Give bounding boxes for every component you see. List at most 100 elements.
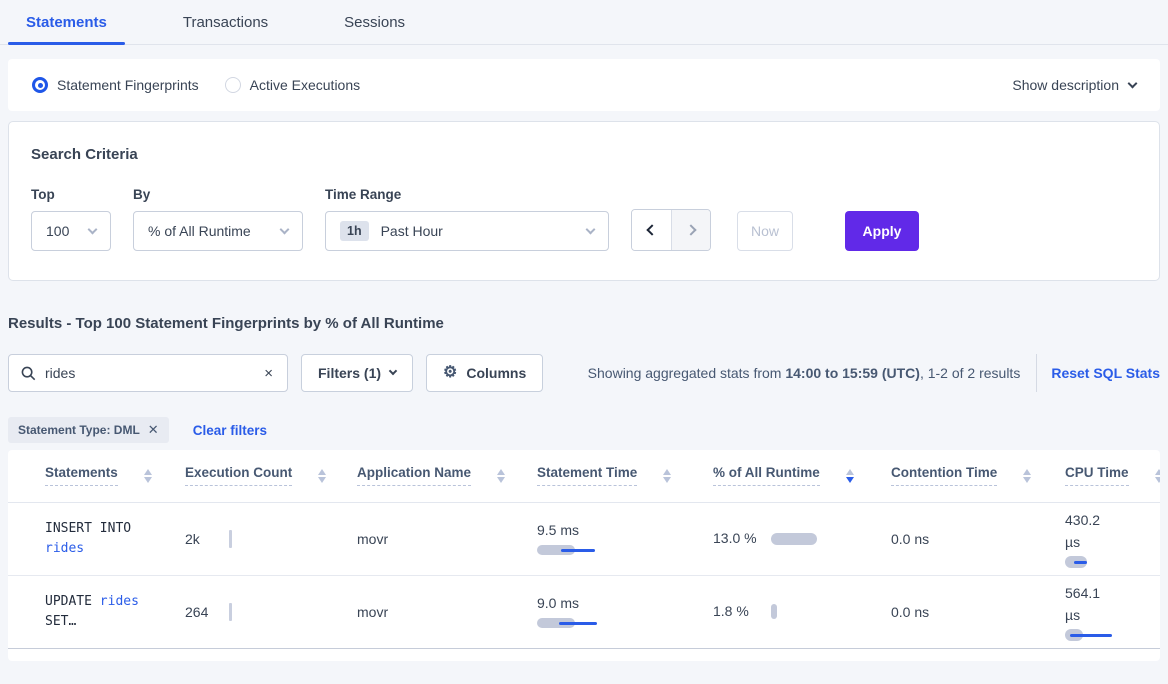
chevron-down-icon	[388, 366, 398, 376]
cpu-time-cell: 564.1 µs	[1065, 575, 1160, 649]
table-row: UPDATE rides SET… 264 movr 9.0 ms 1.8 % …	[8, 575, 1160, 649]
sort-icon	[497, 468, 506, 483]
execution-count-cell: 2k	[185, 529, 357, 548]
chevron-down-icon	[585, 224, 596, 234]
results-table-card: Statements Execution Count Application N…	[8, 450, 1160, 661]
reset-sql-stats-link[interactable]: Reset SQL Stats	[1051, 365, 1160, 381]
statements-table: Statements Execution Count Application N…	[8, 450, 1160, 649]
results-heading: Results - Top 100 Statement Fingerprints…	[8, 315, 444, 332]
filters-button[interactable]: Filters (1)	[301, 354, 414, 392]
columns-button[interactable]: ⚙ Columns	[426, 354, 544, 392]
show-description-label: Show description	[1012, 77, 1119, 93]
cpu-time-bar	[1065, 629, 1112, 641]
application-name-cell: movr	[357, 502, 537, 576]
col-header-cpu-time[interactable]: CPU Time	[1065, 465, 1160, 487]
search-input[interactable]	[45, 365, 263, 381]
table-row: INSERT INTO rides 2k movr 9.5 ms 13.0 % …	[8, 502, 1160, 576]
time-range-select[interactable]: 1h Past Hour	[325, 211, 609, 251]
clear-search-icon[interactable]: ×	[264, 364, 273, 382]
statement-time-bar	[537, 545, 595, 555]
count-bar	[229, 529, 232, 548]
col-header-pct-all-runtime[interactable]: % of All Runtime	[713, 465, 891, 487]
sort-desc-icon	[845, 468, 854, 483]
pct-runtime-cell: 1.8 %	[713, 575, 891, 649]
col-header-application-name[interactable]: Application Name	[357, 465, 537, 487]
by-label: By	[133, 187, 151, 202]
divider	[1036, 354, 1038, 392]
now-button[interactable]: Now	[737, 211, 793, 251]
tab-sessions[interactable]: Sessions	[344, 14, 406, 31]
showing-stats-text: Showing aggregated stats from 14:00 to 1…	[587, 365, 1021, 381]
time-range-label: Time Range	[325, 187, 402, 202]
statement-link[interactable]: rides	[99, 593, 139, 609]
contention-time-cell: 0.0 ns	[891, 575, 1065, 649]
statement-link[interactable]: rides	[45, 540, 85, 556]
cpu-time-cell: 430.2 µs	[1065, 502, 1160, 576]
sort-icon	[318, 468, 327, 483]
search-criteria-title: Search Criteria	[31, 146, 138, 163]
time-range-field: Time Range 1h Past Hour	[325, 187, 609, 251]
filter-pill-label: Statement Type: DML	[18, 423, 140, 437]
pct-runtime-bar	[771, 532, 817, 545]
top-field: Top 100	[31, 187, 111, 251]
pct-runtime-cell: 13.0 %	[713, 502, 891, 576]
table-header-row: Statements Execution Count Application N…	[8, 450, 1160, 503]
statement-fingerprint: UPDATE rides SET…	[45, 593, 139, 629]
sort-icon	[1154, 468, 1160, 483]
filters-label: Filters (1)	[318, 365, 382, 381]
sort-icon	[663, 468, 672, 483]
radio-selected-icon	[32, 77, 48, 93]
statement-fingerprint: INSERT INTO rides	[45, 520, 132, 556]
execution-count-cell: 264	[185, 602, 357, 621]
clear-filters-link[interactable]: Clear filters	[192, 422, 267, 438]
radio-unselected-icon	[224, 77, 241, 93]
top-select-value: 100	[46, 223, 70, 239]
apply-button[interactable]: Apply	[845, 211, 919, 251]
gear-icon: ⚙	[443, 364, 458, 381]
time-range-badge: 1h	[340, 221, 369, 241]
time-prev-button[interactable]	[632, 210, 671, 250]
by-select-value: % of All Runtime	[148, 223, 251, 239]
by-field: By % of All Runtime	[133, 187, 303, 251]
chevron-down-icon	[1127, 78, 1138, 88]
statement-time-cell: 9.5 ms	[537, 502, 713, 576]
sort-icon	[1023, 468, 1032, 483]
statement-time-cell: 9.0 ms	[537, 575, 713, 649]
show-description-toggle[interactable]: Show description	[1012, 77, 1138, 93]
search-icon	[21, 366, 36, 380]
chevron-right-icon	[685, 224, 697, 236]
tab-statements[interactable]: Statements	[8, 2, 125, 45]
col-header-execution-count[interactable]: Execution Count	[185, 465, 357, 487]
count-bar	[229, 602, 232, 621]
radio-statement-fingerprints[interactable]: Statement Fingerprints	[32, 77, 199, 93]
search-box: ×	[8, 354, 288, 392]
col-header-contention-time[interactable]: Contention Time	[891, 465, 1065, 487]
sort-icon	[143, 468, 152, 483]
columns-label: Columns	[466, 365, 527, 381]
radio-label: Active Executions	[249, 77, 361, 93]
application-name-cell: movr	[357, 575, 537, 649]
page-tabs: Statements Transactions Sessions	[0, 0, 1168, 45]
pct-runtime-bar	[771, 604, 777, 619]
time-nav-group	[631, 209, 711, 251]
results-toolbar: × Filters (1) ⚙ Columns Showing aggregat…	[8, 354, 1160, 392]
top-select[interactable]: 100	[31, 211, 111, 251]
radio-active-executions[interactable]: Active Executions	[224, 77, 361, 93]
filter-pill-statement-type: Statement Type: DML ✕	[8, 417, 169, 443]
active-filters-row: Statement Type: DML ✕ Clear filters	[8, 417, 1160, 443]
statement-time-bar	[537, 618, 597, 628]
by-select[interactable]: % of All Runtime	[133, 211, 303, 251]
top-label: Top	[31, 187, 55, 202]
chevron-down-icon	[87, 224, 98, 234]
time-next-button[interactable]	[671, 210, 710, 250]
search-criteria-card: Search Criteria Top 100 By % of All Runt…	[8, 121, 1160, 281]
view-toggle-bar: Statement Fingerprints Active Executions…	[8, 59, 1160, 111]
cpu-time-bar	[1065, 556, 1087, 568]
chevron-down-icon	[279, 224, 290, 234]
tab-transactions[interactable]: Transactions	[182, 14, 269, 31]
col-header-statement-time[interactable]: Statement Time	[537, 465, 713, 487]
radio-label: Statement Fingerprints	[57, 77, 199, 93]
remove-filter-icon[interactable]: ✕	[147, 422, 159, 437]
col-header-statements[interactable]: Statements	[45, 465, 185, 487]
chevron-left-icon	[645, 224, 658, 236]
